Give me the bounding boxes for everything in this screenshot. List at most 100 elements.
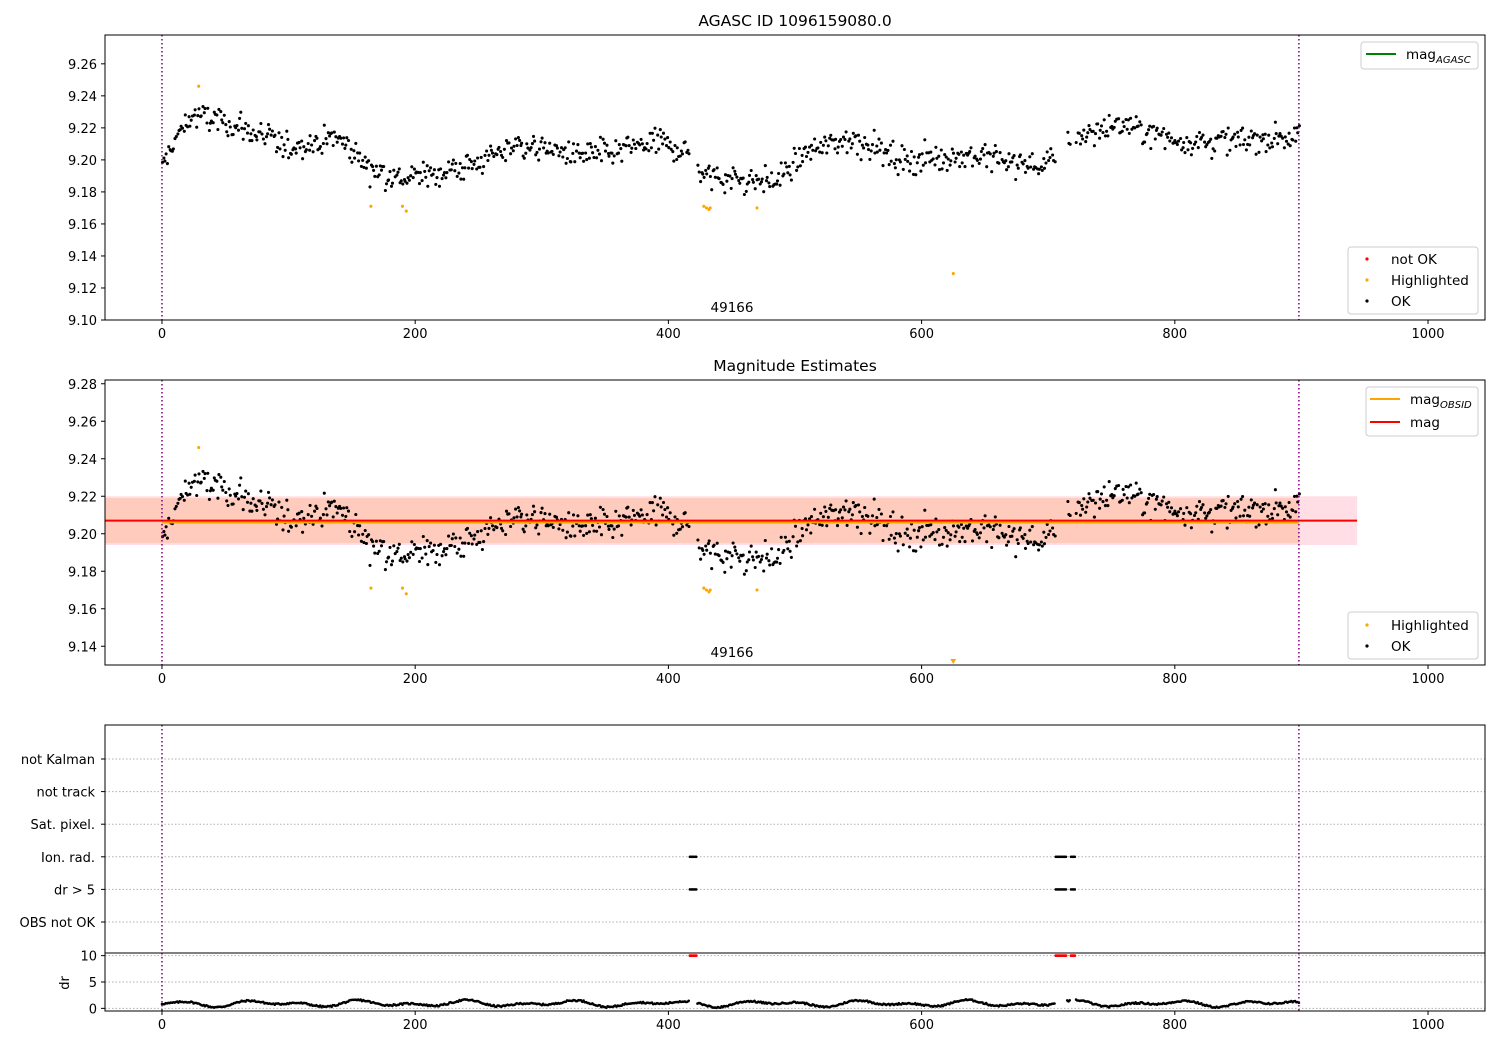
ok-point [806, 523, 810, 527]
ok-point [735, 552, 739, 556]
ok-point [449, 168, 453, 172]
ok-point [458, 536, 462, 540]
ok-point [836, 145, 840, 149]
ok-point [1291, 508, 1295, 513]
ok-point [266, 132, 270, 136]
ok-point [850, 142, 854, 146]
ok-point [588, 513, 592, 517]
ok-point [686, 148, 690, 152]
ok-point [845, 151, 849, 155]
ok-point [803, 517, 808, 521]
ok-point [1048, 155, 1052, 160]
ok-point [289, 525, 293, 529]
ok-point [1087, 124, 1091, 128]
ok-point [543, 512, 547, 516]
ok-point [308, 134, 312, 138]
ok-point [875, 144, 879, 148]
ok-point [1155, 495, 1159, 499]
ok-point [657, 147, 661, 151]
ok-point [931, 157, 935, 161]
ok-point [470, 542, 474, 546]
ok-point [1254, 152, 1258, 156]
ok-point [373, 551, 377, 555]
ok-point [704, 168, 708, 172]
ok-point [565, 530, 569, 534]
ok-point [1127, 131, 1131, 135]
ok-point [666, 506, 670, 510]
panel-dr: 0 200 400 600 800 1000 0 5 10 dr [58, 724, 1486, 1033]
panel-3-4-frame [104, 724, 1486, 1012]
ok-point [1194, 140, 1198, 144]
ok-point [946, 157, 950, 161]
ok-point [372, 544, 376, 548]
ok-point [1026, 541, 1030, 546]
ok-point [659, 505, 663, 509]
ok-point [1209, 137, 1213, 141]
ok-point [663, 137, 667, 141]
ok-point [282, 143, 286, 147]
ok-point [764, 179, 769, 183]
ok-point [174, 504, 178, 508]
ok-point [324, 137, 328, 141]
ok-point [286, 508, 290, 512]
ok-point [593, 516, 597, 520]
highlighted-point [400, 586, 405, 590]
ok-point [836, 517, 840, 521]
ok-point [721, 182, 725, 186]
ok-point [849, 146, 853, 150]
flag-point [694, 855, 698, 859]
ok-point [894, 158, 898, 162]
ok-point [988, 525, 992, 529]
ok-point [320, 151, 324, 155]
ok-point [728, 174, 732, 178]
ok-point [1005, 543, 1009, 547]
ok-point [1042, 157, 1046, 161]
ok-point [763, 538, 767, 543]
ok-point [873, 524, 877, 528]
ok-point [875, 150, 879, 154]
ok-point [551, 525, 555, 529]
ok-point [679, 149, 683, 153]
ok-point [788, 549, 792, 553]
ok-point [1266, 514, 1270, 518]
ok-point [212, 476, 216, 480]
ok-point [182, 498, 186, 502]
ok-point [970, 539, 975, 543]
ok-point [439, 167, 443, 171]
ok-point [1261, 507, 1265, 511]
ok-point [1126, 118, 1130, 122]
ok-point [1215, 506, 1219, 510]
ok-point [578, 529, 582, 533]
ok-point [512, 144, 516, 148]
panel-3-category-labels: not Kalman not track Sat. pixel. Ion. rad. d… [20, 753, 105, 931]
ok-point [216, 496, 220, 500]
ok-point [966, 526, 970, 530]
ok-point [1149, 146, 1153, 151]
ok-point [1147, 496, 1151, 500]
ok-point [268, 127, 272, 131]
ok-point [680, 525, 685, 529]
ok-point [270, 129, 274, 133]
ok-point [359, 164, 363, 168]
ok-point [1291, 138, 1295, 142]
ok-point [335, 140, 339, 144]
ok-point [571, 142, 576, 146]
ok-point [1204, 516, 1208, 520]
ok-point [507, 141, 511, 145]
ok-point [564, 536, 568, 540]
ok-point [696, 163, 700, 167]
x-tick-label: 0 [158, 1018, 166, 1033]
ok-point [539, 511, 543, 515]
ok-point [990, 545, 994, 550]
ok-point [203, 472, 207, 476]
ok-point [554, 515, 559, 519]
ok-point [528, 148, 532, 152]
ok-point [165, 536, 169, 540]
ok-point [953, 534, 957, 538]
ok-point [683, 140, 687, 144]
ok-point [325, 142, 329, 146]
ok-point [1117, 483, 1121, 488]
ok-point [328, 134, 332, 138]
x-tick-label: 400 [656, 672, 681, 687]
x-tick-label: 200 [403, 1018, 428, 1033]
